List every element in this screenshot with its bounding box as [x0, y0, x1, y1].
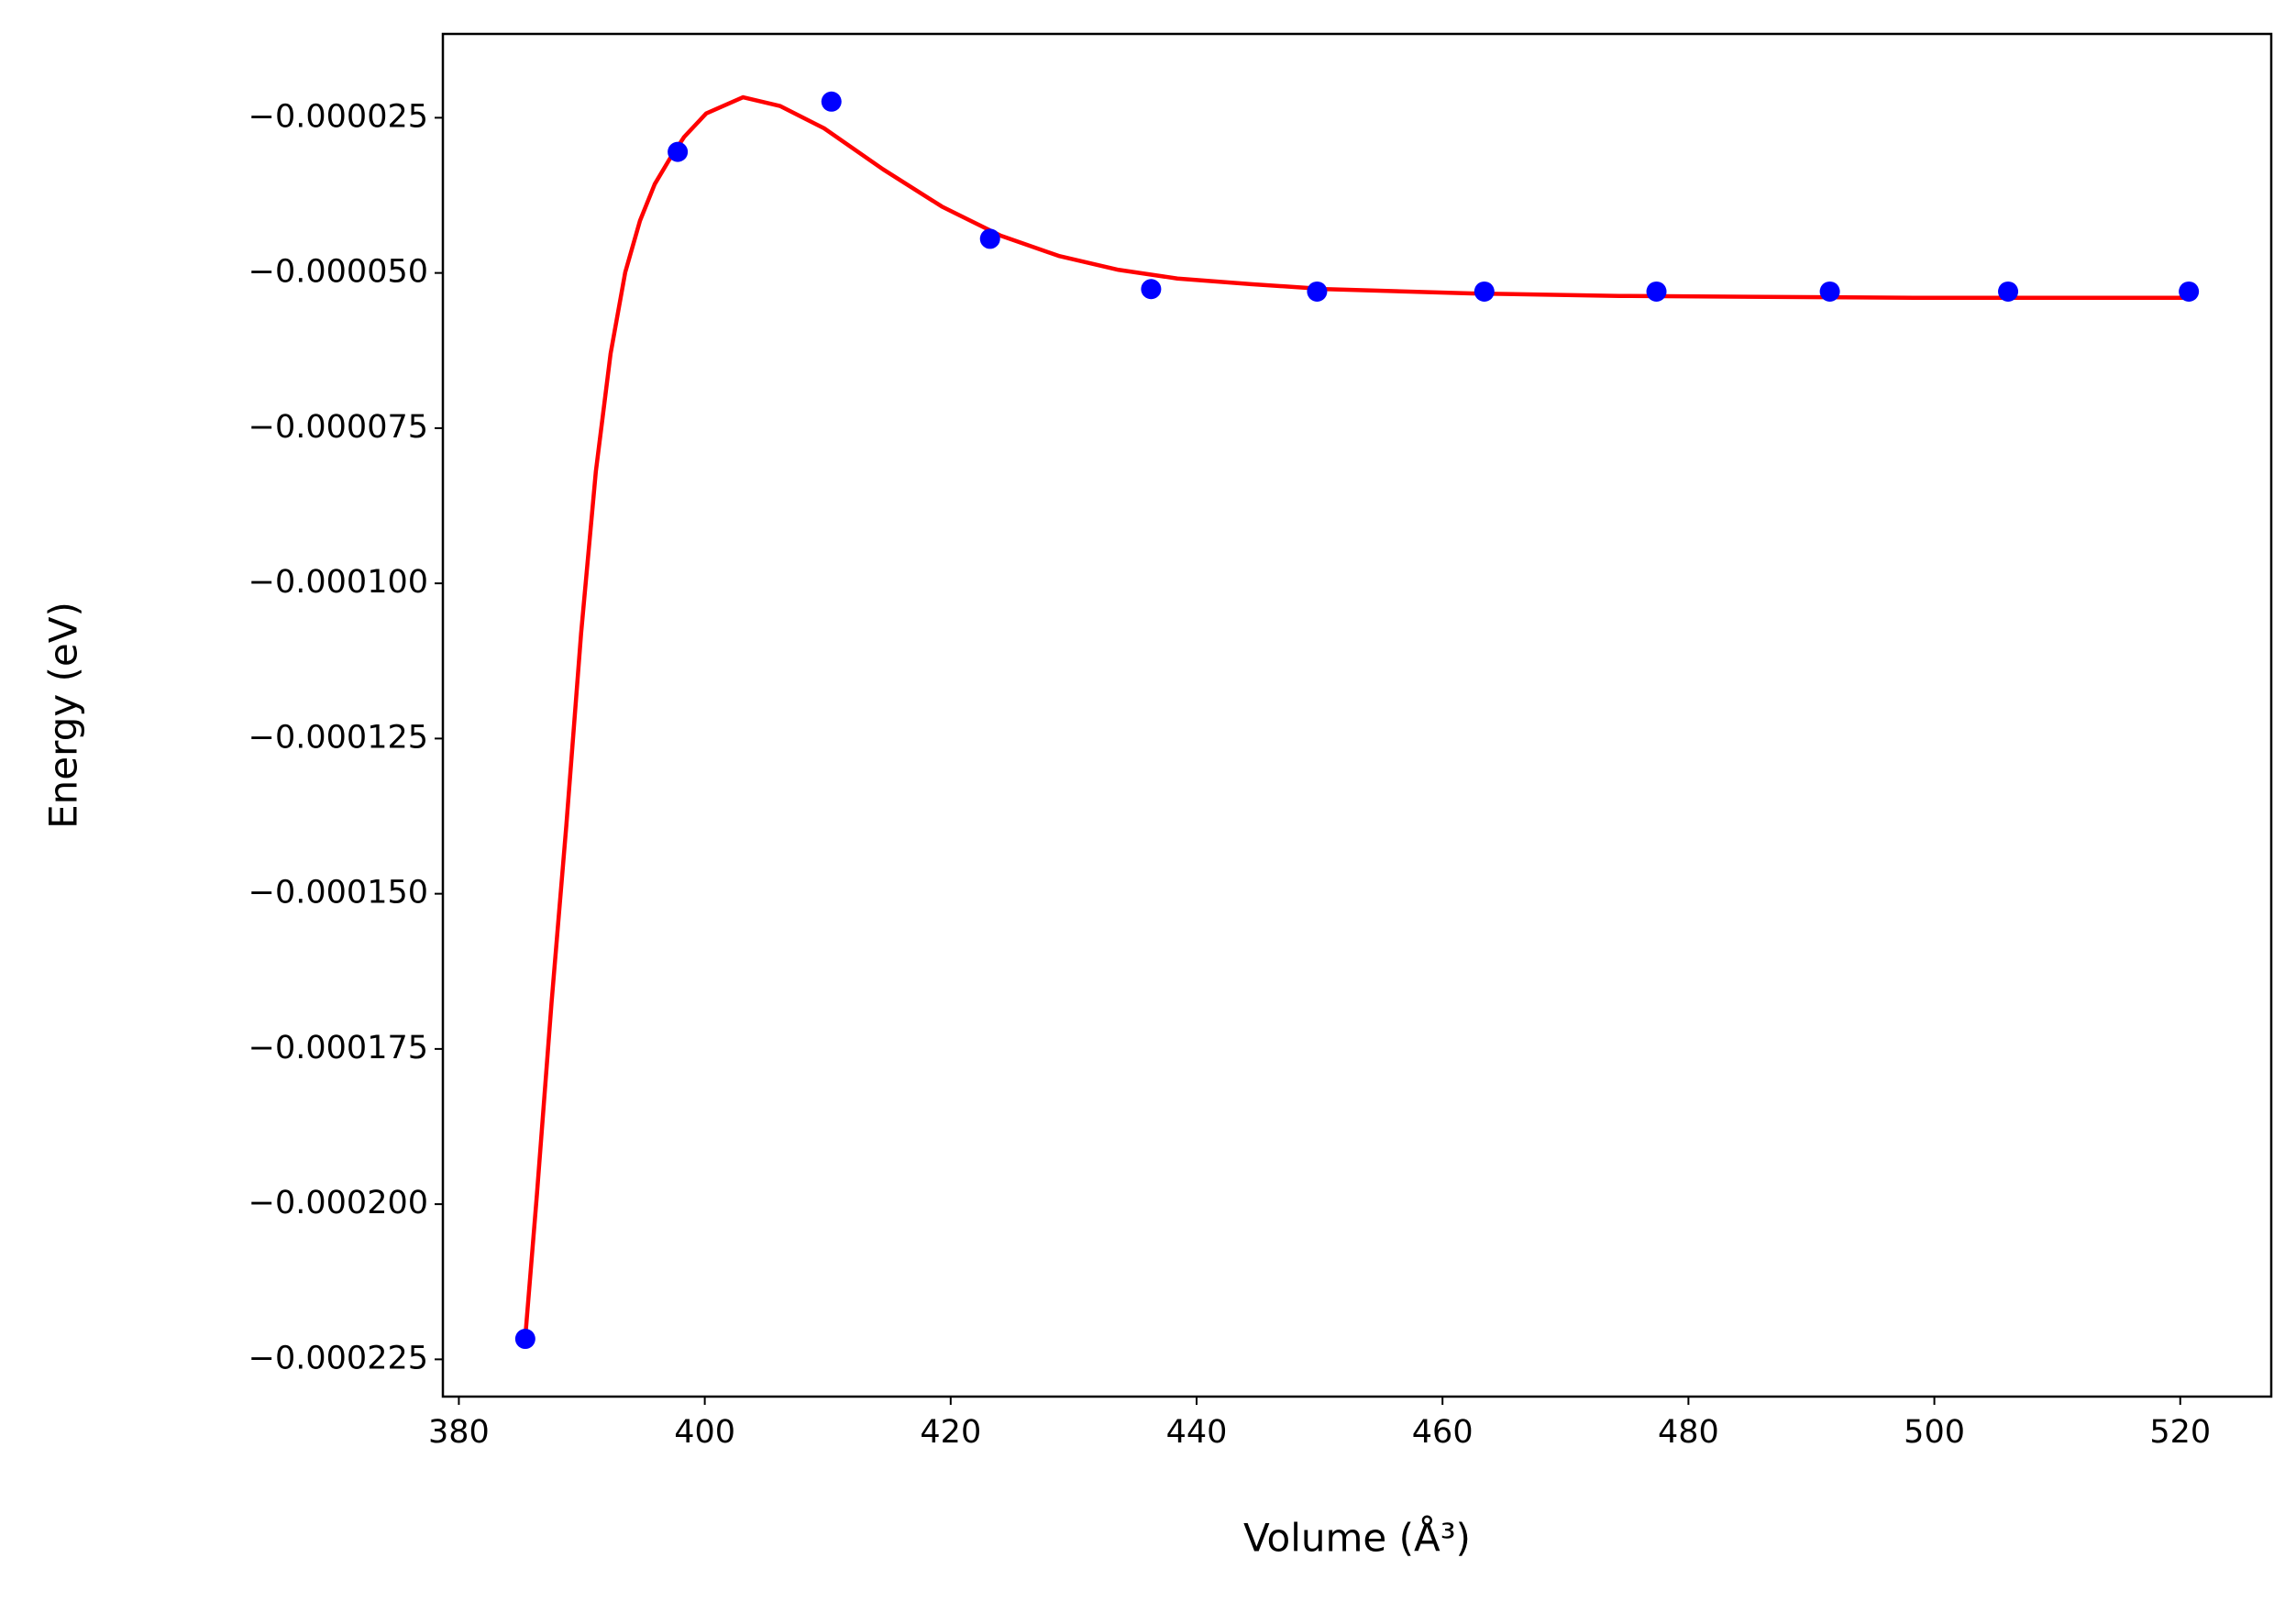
data-point [1141, 279, 1162, 300]
data-point [668, 141, 689, 162]
y-tick-label: −0.000075 [248, 409, 428, 446]
y-tick-label: −0.000025 [248, 98, 428, 135]
y-tick-label: −0.000225 [248, 1340, 428, 1376]
x-tick-label: 400 [674, 1414, 735, 1451]
y-axis-label: Energy (eV) [41, 602, 86, 829]
x-tick-label: 500 [1904, 1414, 1965, 1451]
data-point [1998, 281, 2019, 302]
x-tick-label: 420 [920, 1414, 981, 1451]
data-point [514, 1329, 535, 1350]
x-tick-label: 440 [1166, 1414, 1228, 1451]
fit-line [523, 94, 2190, 1340]
data-point [2179, 281, 2200, 302]
plot-frame [441, 32, 2273, 1398]
data-point [1646, 281, 1667, 302]
y-tick-label: −0.000175 [248, 1030, 428, 1066]
data-point [821, 91, 842, 112]
x-tick-label: 460 [1412, 1414, 1474, 1451]
y-tick-label: −0.000150 [248, 875, 428, 911]
x-tick-label: 380 [428, 1414, 490, 1451]
data-point [1474, 281, 1495, 302]
y-tick-label: −0.000100 [248, 564, 428, 601]
data-point [1307, 281, 1328, 302]
y-tick-label: −0.000125 [248, 719, 428, 756]
x-tick-label: 520 [2149, 1414, 2211, 1451]
y-tick-label: −0.000200 [248, 1185, 428, 1221]
x-tick-label: 480 [1658, 1414, 1719, 1451]
x-axis-label: Volume (Å³) [1243, 1515, 1471, 1561]
data-point [979, 228, 1000, 249]
y-tick-label: −0.000050 [248, 254, 428, 291]
data-point [1819, 281, 1840, 302]
